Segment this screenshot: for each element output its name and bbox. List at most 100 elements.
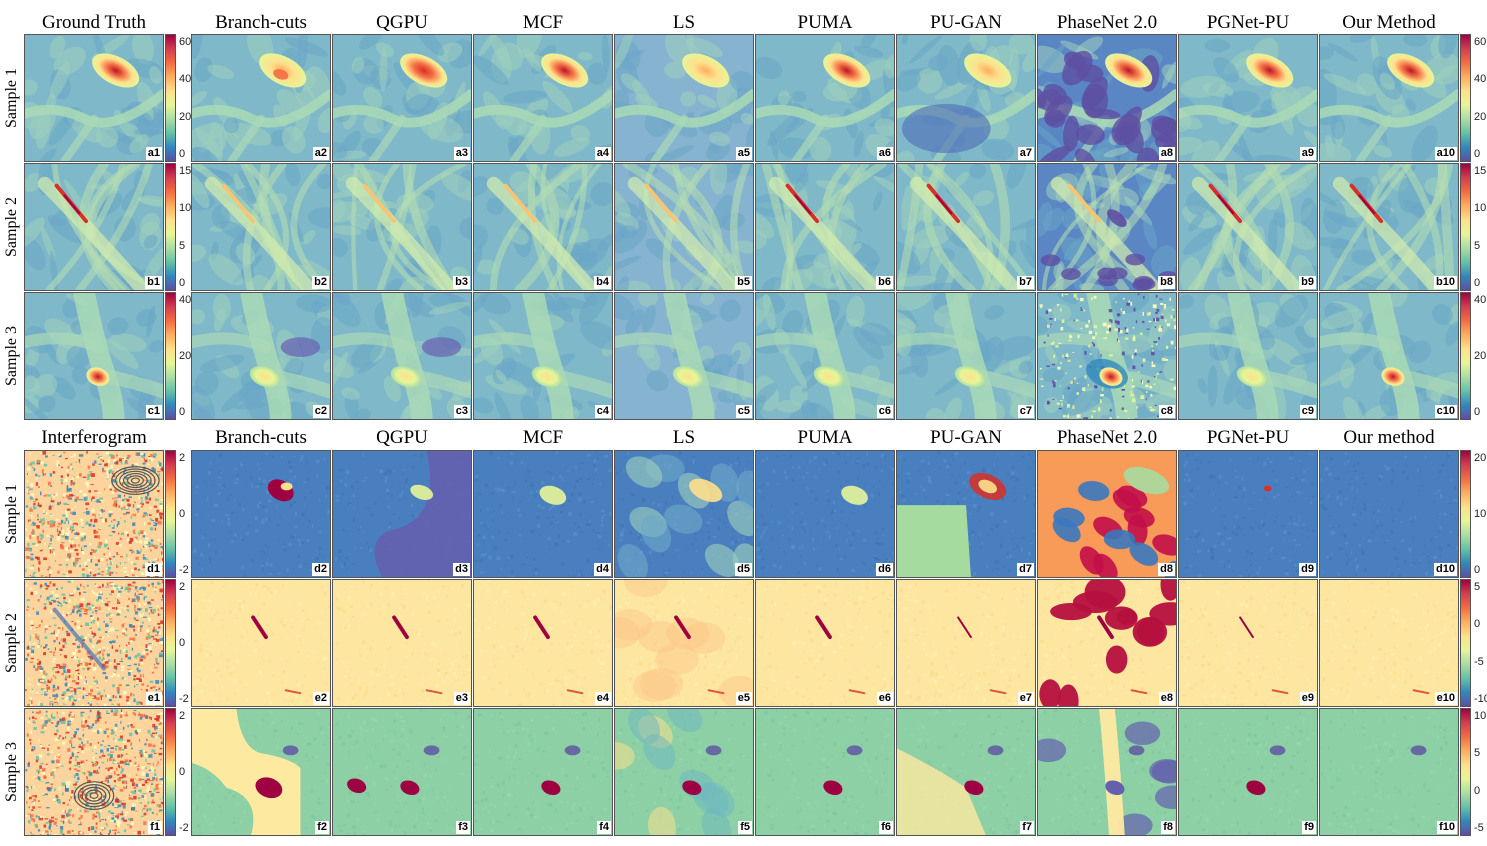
panel-label: e9 xyxy=(1299,692,1316,705)
panel-label: a9 xyxy=(1299,147,1316,160)
right-colorbar xyxy=(1460,450,1471,578)
image-panel: f10 xyxy=(1319,708,1459,836)
panel-label: e2 xyxy=(312,692,329,705)
left-colorbar-tick: 10 xyxy=(179,202,192,215)
left-colorbar-tick: 40 xyxy=(179,73,192,86)
image-panel: a4 xyxy=(473,34,613,162)
image-panel: d1 xyxy=(24,450,164,578)
image-panel: b3 xyxy=(332,163,472,291)
image-panel: a3 xyxy=(332,34,472,162)
column-header: Branch-cuts xyxy=(215,427,307,448)
image-panel: b10 xyxy=(1319,163,1459,291)
panel-label: b10 xyxy=(1434,276,1457,289)
panel-label: f10 xyxy=(1437,821,1457,834)
image-panel: a5 xyxy=(614,34,754,162)
right-colorbar-tick: -5 xyxy=(1474,655,1484,668)
panel-label: b9 xyxy=(1299,276,1316,289)
panel-label: c7 xyxy=(1017,405,1034,418)
panel-label: a5 xyxy=(735,147,752,160)
row-label: Sample 1 xyxy=(3,484,20,544)
right-colorbar-tick: 0 xyxy=(1474,564,1481,577)
panel-label: c2 xyxy=(312,405,329,418)
right-colorbar-tick: 15 xyxy=(1474,164,1487,177)
panel-label: b7 xyxy=(1017,276,1034,289)
column-header: MCF xyxy=(522,12,564,33)
image-panel: b7 xyxy=(896,163,1036,291)
column-header: Our Method xyxy=(1342,12,1436,33)
image-panel: a10 xyxy=(1319,34,1459,162)
right-colorbar-tick: 10 xyxy=(1474,709,1487,722)
image-panel: d4 xyxy=(473,450,613,578)
image-panel: b9 xyxy=(1178,163,1318,291)
image-panel: b5 xyxy=(614,163,754,291)
panel-label: a8 xyxy=(1158,147,1175,160)
image-panel: e2 xyxy=(191,579,331,707)
right-colorbar-tick: 60 xyxy=(1474,35,1487,48)
panel-label: d10 xyxy=(1434,563,1457,576)
column-header: Branch-cuts xyxy=(215,12,307,33)
image-panel: d8 xyxy=(1037,450,1177,578)
panel-label: d1 xyxy=(145,563,162,576)
image-panel: b1 xyxy=(24,163,164,291)
image-panel: d7 xyxy=(896,450,1036,578)
panel-label: b6 xyxy=(876,276,893,289)
image-panel: e6 xyxy=(755,579,895,707)
left-colorbar-tick: -2 xyxy=(179,564,189,577)
right-colorbar xyxy=(1460,34,1471,162)
right-colorbar-tick: 5 xyxy=(1474,239,1481,252)
panel-label: a2 xyxy=(312,147,329,160)
image-panel: a1 xyxy=(24,34,164,162)
image-panel: d5 xyxy=(614,450,754,578)
panel-label: e7 xyxy=(1017,692,1034,705)
panel-label: b2 xyxy=(312,276,329,289)
image-panel: d9 xyxy=(1178,450,1318,578)
right-colorbar xyxy=(1460,708,1471,836)
panel-label: c3 xyxy=(453,405,470,418)
image-panel: a8 xyxy=(1037,34,1177,162)
image-panel: c9 xyxy=(1178,292,1318,420)
right-colorbar-tick: 0 xyxy=(1474,277,1481,290)
panel-label: c10 xyxy=(1434,405,1457,418)
panel-label: d4 xyxy=(594,563,611,576)
panel-label: d9 xyxy=(1299,563,1316,576)
right-colorbar-tick: -5 xyxy=(1474,822,1484,835)
column-header: PU-GAN xyxy=(930,12,1002,33)
image-panel: c5 xyxy=(614,292,754,420)
column-header: Ground Truth xyxy=(42,12,146,33)
image-panel: d2 xyxy=(191,450,331,578)
image-panel: b6 xyxy=(755,163,895,291)
left-colorbar-tick: 2 xyxy=(179,451,186,464)
panel-label: e10 xyxy=(1434,692,1457,705)
panel-label: d6 xyxy=(876,563,893,576)
left-colorbar-tick: 0 xyxy=(179,637,186,649)
right-colorbar-tick: 10 xyxy=(1474,508,1487,520)
left-colorbar-tick: 0 xyxy=(179,148,186,161)
right-colorbar-tick: 20 xyxy=(1474,110,1487,123)
left-colorbar xyxy=(165,292,176,420)
image-panel: e9 xyxy=(1178,579,1318,707)
image-panel: c10 xyxy=(1319,292,1459,420)
panel-label: b3 xyxy=(453,276,470,289)
image-panel: c7 xyxy=(896,292,1036,420)
column-header: Interferogram xyxy=(41,427,147,448)
right-colorbar-tick: 5 xyxy=(1474,580,1481,593)
row-label: Sample 2 xyxy=(3,613,20,673)
panel-label: a1 xyxy=(145,147,162,160)
image-panel: d3 xyxy=(332,450,472,578)
panel-label: c8 xyxy=(1158,405,1175,418)
panel-label: e4 xyxy=(594,692,611,705)
panel-label: b8 xyxy=(1158,276,1175,289)
panel-label: e6 xyxy=(876,692,893,705)
image-panel: c2 xyxy=(191,292,331,420)
panel-label: f2 xyxy=(315,821,329,834)
column-header: PU-GAN xyxy=(930,427,1002,448)
panel-label: f8 xyxy=(1161,821,1175,834)
panel-label: c5 xyxy=(735,405,752,418)
panel-label: f1 xyxy=(148,821,162,834)
right-colorbar xyxy=(1460,163,1471,291)
image-panel: f6 xyxy=(755,708,895,836)
image-panel: e10 xyxy=(1319,579,1459,707)
panel-label: e8 xyxy=(1158,692,1175,705)
image-panel: f1 xyxy=(24,708,164,836)
right-colorbar-tick: 10 xyxy=(1474,202,1487,215)
